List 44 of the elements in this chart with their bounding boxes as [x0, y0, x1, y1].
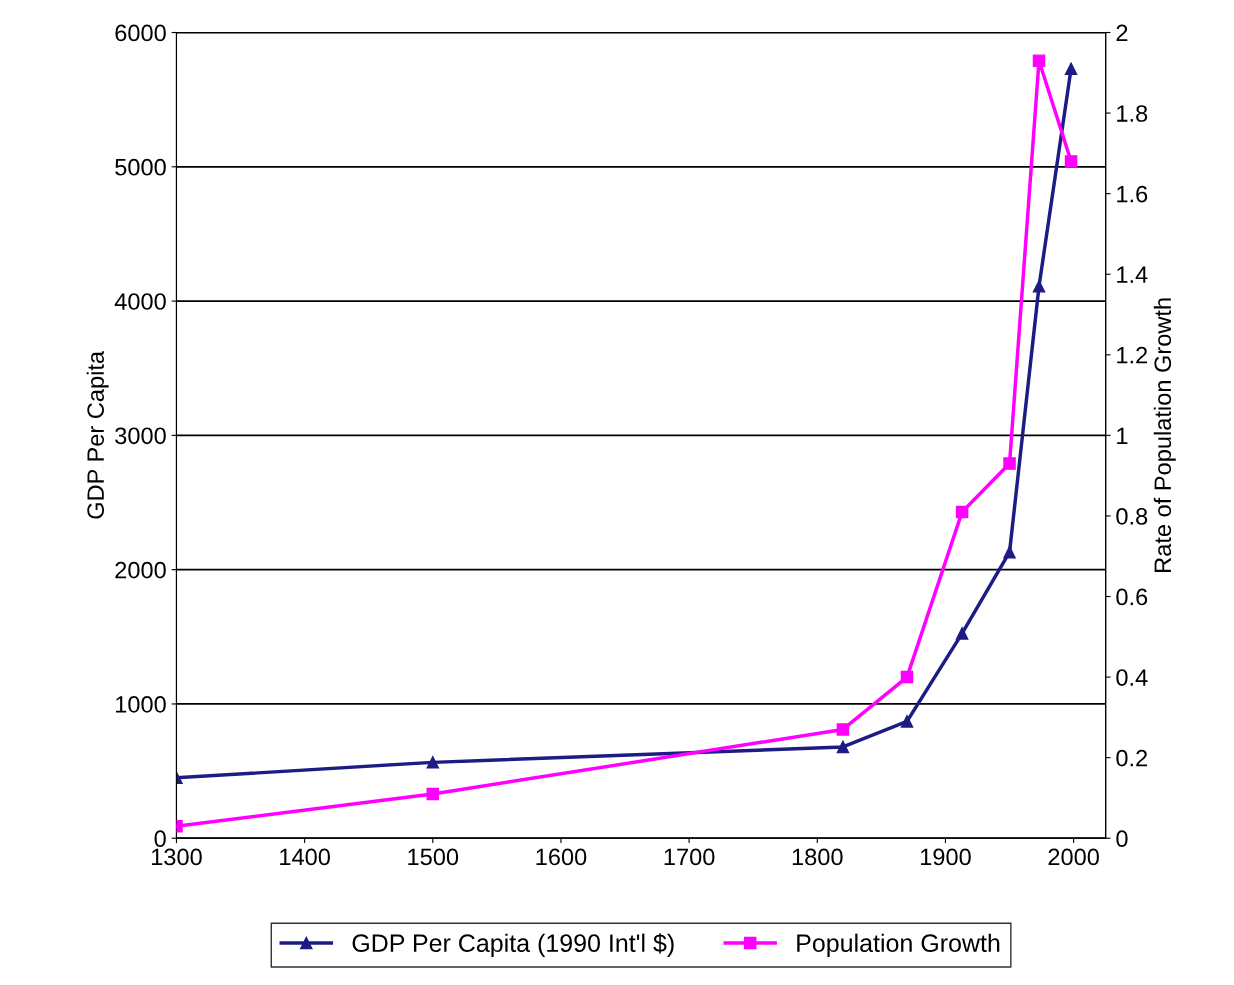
x-tick-label: 1300: [152, 848, 202, 866]
y-tick-label: 0: [154, 830, 166, 848]
legend-label: GDP Per Capita (1990 Int'l $): [352, 933, 674, 957]
y-axis-title: GDP Per Capita: [86, 350, 109, 519]
point: [426, 756, 440, 769]
y2-tick-label: 2: [1116, 24, 1128, 42]
y-tick-label: 1000: [116, 696, 166, 713]
y2-tick-label: 0.2: [1116, 749, 1148, 767]
point: [1032, 54, 1046, 67]
y2-tick-label: 1: [1117, 427, 1128, 444]
x-tick-label: 1500: [408, 848, 459, 866]
y-tick-label: 6000: [115, 24, 166, 42]
y2-tick-label: 0: [1116, 830, 1128, 848]
x-tick-label: 1400: [280, 848, 330, 866]
y-tick-label: 2000: [115, 561, 166, 579]
y2-tick-label: 1.8: [1117, 105, 1148, 122]
y2-axis-title: Rate of Population Growth: [1153, 298, 1176, 572]
point: [836, 723, 850, 736]
point: [1003, 457, 1016, 470]
x-tick-label: 1600: [536, 848, 587, 866]
x-tick-label: 2000: [1048, 848, 1099, 866]
x-tick-label: 1900: [921, 848, 971, 866]
y-tick-label: 4000: [114, 293, 166, 310]
y2-tick-label: 1.4: [1117, 266, 1148, 283]
y2-tick-label: 1.2: [1117, 346, 1148, 364]
point: [1032, 280, 1046, 293]
point: [1064, 62, 1078, 76]
point: [900, 670, 914, 684]
y2-tick-label: 0.6: [1116, 588, 1148, 606]
y2-tick-label: 0.8: [1116, 508, 1148, 525]
point: [836, 740, 850, 754]
point: [955, 627, 969, 640]
point: [1003, 545, 1016, 559]
x-tick-label: 1800: [792, 848, 843, 866]
y2-tick-label: 1.6: [1117, 185, 1148, 203]
point: [900, 715, 914, 728]
y-tick-label: 3000: [115, 427, 166, 445]
x-tick-label: 1700: [664, 848, 715, 866]
point: [955, 505, 969, 519]
y2-tick-label: 0.4: [1116, 669, 1148, 686]
legend-label: Population Growth: [797, 933, 1000, 957]
point: [1064, 155, 1078, 168]
y-tick-label: 5000: [115, 158, 166, 176]
point: [426, 787, 440, 801]
